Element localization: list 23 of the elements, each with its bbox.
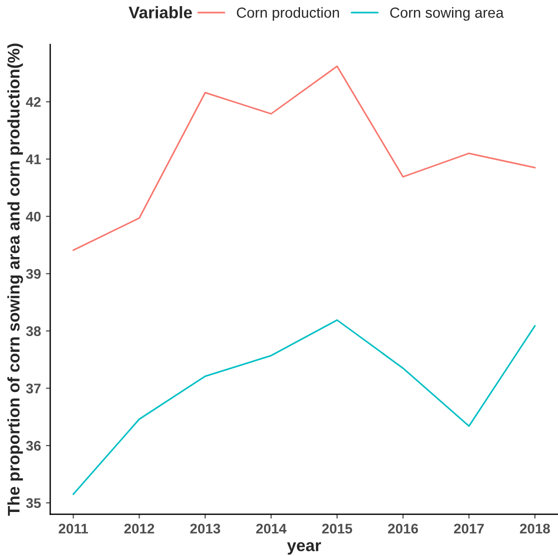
y-tick-label: 35	[26, 498, 41, 508]
legend-title: Variable	[128, 6, 192, 18]
x-tick-label: 2018	[520, 524, 550, 534]
x-tick-label: 2011	[58, 524, 88, 534]
legend-label: Corn sowing area	[390, 7, 504, 21]
y-tick-label: 36	[26, 440, 41, 451]
y-axis-title: The proportion of corn sowing area and corn production(%)	[7, 44, 23, 516]
y-tick-label: 39	[26, 268, 41, 279]
y-tick-label: 38	[26, 326, 41, 336]
x-tick-label: 2016	[388, 524, 418, 534]
x-tick-label: 2017	[454, 524, 484, 534]
y-tick-label: 42	[26, 97, 41, 107]
line-series	[72, 319, 536, 496]
y-tick-label: 41	[26, 154, 41, 164]
y-tick-label: 40	[26, 212, 41, 222]
x-tick-label: 2012	[124, 524, 154, 534]
x-tick-label: 2015	[322, 524, 352, 534]
y-tick-label: 37	[26, 384, 41, 394]
x-axis-title: year	[287, 542, 322, 555]
legend-label: Corn production	[236, 7, 339, 21]
x-tick-label: 2014	[256, 524, 287, 534]
x-tick-label: 2013	[190, 524, 220, 534]
line-series	[72, 65, 536, 251]
